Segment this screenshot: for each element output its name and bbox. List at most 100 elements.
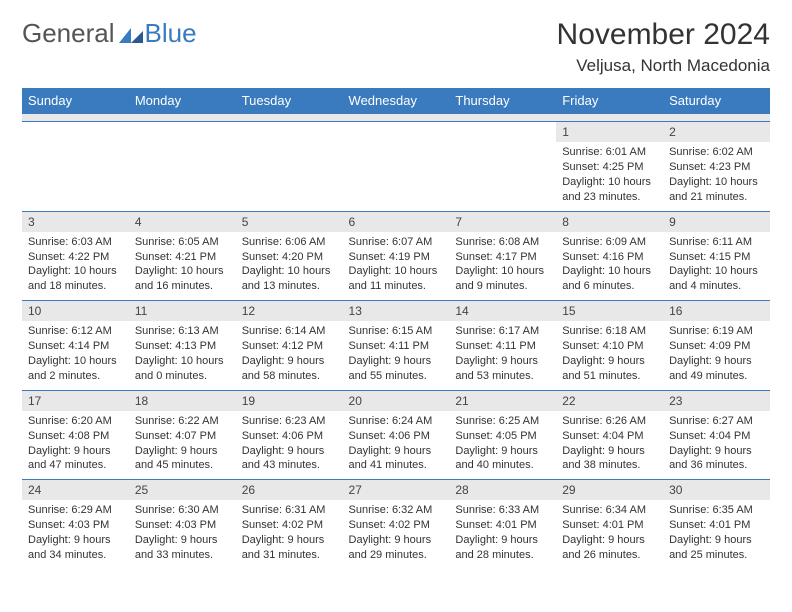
daylight-text: Daylight: 9 hours and 31 minutes. [242, 533, 337, 563]
daylight-text: Daylight: 9 hours and 55 minutes. [349, 354, 444, 384]
day-number: 7 [449, 212, 556, 232]
sunrise-text: Sunrise: 6:22 AM [135, 414, 230, 429]
day-body: Sunrise: 6:05 AMSunset: 4:21 PMDaylight:… [129, 232, 236, 300]
sunset-text: Sunset: 4:05 PM [455, 429, 550, 444]
calendar-cell: 17Sunrise: 6:20 AMSunset: 4:08 PMDayligh… [22, 390, 129, 480]
sunrise-text: Sunrise: 6:05 AM [135, 235, 230, 250]
calendar-cell: 4Sunrise: 6:05 AMSunset: 4:21 PMDaylight… [129, 211, 236, 301]
daylight-text: Daylight: 9 hours and 47 minutes. [28, 444, 123, 474]
sunset-text: Sunset: 4:11 PM [455, 339, 550, 354]
daylight-text: Daylight: 9 hours and 34 minutes. [28, 533, 123, 563]
sunset-text: Sunset: 4:23 PM [669, 160, 764, 175]
sunrise-text: Sunrise: 6:03 AM [28, 235, 123, 250]
sunset-text: Sunset: 4:01 PM [669, 518, 764, 533]
day-body: Sunrise: 6:33 AMSunset: 4:01 PMDaylight:… [449, 500, 556, 568]
sunrise-text: Sunrise: 6:02 AM [669, 145, 764, 160]
day-body: Sunrise: 6:17 AMSunset: 4:11 PMDaylight:… [449, 321, 556, 389]
calendar-cell: 3Sunrise: 6:03 AMSunset: 4:22 PMDaylight… [22, 211, 129, 301]
logo: General Blue [22, 18, 197, 49]
calendar-cell: 21Sunrise: 6:25 AMSunset: 4:05 PMDayligh… [449, 390, 556, 480]
day-body: Sunrise: 6:02 AMSunset: 4:23 PMDaylight:… [663, 142, 770, 210]
calendar-cell: 29Sunrise: 6:34 AMSunset: 4:01 PMDayligh… [556, 480, 663, 569]
sunrise-text: Sunrise: 6:20 AM [28, 414, 123, 429]
day-body: Sunrise: 6:32 AMSunset: 4:02 PMDaylight:… [343, 500, 450, 568]
calendar-cell: .. [22, 122, 129, 212]
day-number: 20 [343, 391, 450, 411]
sunrise-text: Sunrise: 6:01 AM [562, 145, 657, 160]
daylight-text: Daylight: 9 hours and 58 minutes. [242, 354, 337, 384]
sunrise-text: Sunrise: 6:19 AM [669, 324, 764, 339]
calendar-cell: 27Sunrise: 6:32 AMSunset: 4:02 PMDayligh… [343, 480, 450, 569]
daylight-text: Daylight: 9 hours and 28 minutes. [455, 533, 550, 563]
spacer-row [22, 114, 770, 122]
calendar-cell: 23Sunrise: 6:27 AMSunset: 4:04 PMDayligh… [663, 390, 770, 480]
daylight-text: Daylight: 9 hours and 40 minutes. [455, 444, 550, 474]
sunrise-text: Sunrise: 6:29 AM [28, 503, 123, 518]
calendar-cell: 7Sunrise: 6:08 AMSunset: 4:17 PMDaylight… [449, 211, 556, 301]
day-body: Sunrise: 6:06 AMSunset: 4:20 PMDaylight:… [236, 232, 343, 300]
day-header: Sunday [22, 88, 129, 114]
calendar-cell: 25Sunrise: 6:30 AMSunset: 4:03 PMDayligh… [129, 480, 236, 569]
sunset-text: Sunset: 4:04 PM [669, 429, 764, 444]
day-body: Sunrise: 6:19 AMSunset: 4:09 PMDaylight:… [663, 321, 770, 389]
day-header: Tuesday [236, 88, 343, 114]
sunrise-text: Sunrise: 6:14 AM [242, 324, 337, 339]
day-number: 9 [663, 212, 770, 232]
sunrise-text: Sunrise: 6:11 AM [669, 235, 764, 250]
daylight-text: Daylight: 9 hours and 36 minutes. [669, 444, 764, 474]
day-number: 27 [343, 480, 450, 500]
day-header: Thursday [449, 88, 556, 114]
day-body: Sunrise: 6:34 AMSunset: 4:01 PMDaylight:… [556, 500, 663, 568]
day-body: Sunrise: 6:13 AMSunset: 4:13 PMDaylight:… [129, 321, 236, 389]
sunset-text: Sunset: 4:21 PM [135, 250, 230, 265]
day-body: Sunrise: 6:07 AMSunset: 4:19 PMDaylight:… [343, 232, 450, 300]
calendar-cell: 10Sunrise: 6:12 AMSunset: 4:14 PMDayligh… [22, 301, 129, 391]
day-body: Sunrise: 6:23 AMSunset: 4:06 PMDaylight:… [236, 411, 343, 479]
logo-text-general: General [22, 18, 115, 49]
daylight-text: Daylight: 10 hours and 2 minutes. [28, 354, 123, 384]
calendar-cell: 16Sunrise: 6:19 AMSunset: 4:09 PMDayligh… [663, 301, 770, 391]
sunset-text: Sunset: 4:14 PM [28, 339, 123, 354]
sunrise-text: Sunrise: 6:13 AM [135, 324, 230, 339]
day-number: 6 [343, 212, 450, 232]
calendar-cell: 30Sunrise: 6:35 AMSunset: 4:01 PMDayligh… [663, 480, 770, 569]
daylight-text: Daylight: 9 hours and 41 minutes. [349, 444, 444, 474]
daylight-text: Daylight: 10 hours and 18 minutes. [28, 264, 123, 294]
calendar-cell: 22Sunrise: 6:26 AMSunset: 4:04 PMDayligh… [556, 390, 663, 480]
sunset-text: Sunset: 4:10 PM [562, 339, 657, 354]
daylight-text: Daylight: 10 hours and 11 minutes. [349, 264, 444, 294]
sunset-text: Sunset: 4:16 PM [562, 250, 657, 265]
sunrise-text: Sunrise: 6:12 AM [28, 324, 123, 339]
day-number: 5 [236, 212, 343, 232]
daylight-text: Daylight: 9 hours and 38 minutes. [562, 444, 657, 474]
day-header: Saturday [663, 88, 770, 114]
sunrise-text: Sunrise: 6:30 AM [135, 503, 230, 518]
calendar-week-row: 24Sunrise: 6:29 AMSunset: 4:03 PMDayligh… [22, 480, 770, 569]
sunrise-text: Sunrise: 6:26 AM [562, 414, 657, 429]
calendar-head: Sunday Monday Tuesday Wednesday Thursday… [22, 88, 770, 122]
calendar-cell: 5Sunrise: 6:06 AMSunset: 4:20 PMDaylight… [236, 211, 343, 301]
daylight-text: Daylight: 9 hours and 33 minutes. [135, 533, 230, 563]
day-header-row: Sunday Monday Tuesday Wednesday Thursday… [22, 88, 770, 114]
day-number: 14 [449, 301, 556, 321]
day-number: 25 [129, 480, 236, 500]
calendar-cell: 1Sunrise: 6:01 AMSunset: 4:25 PMDaylight… [556, 122, 663, 212]
day-body: Sunrise: 6:30 AMSunset: 4:03 PMDaylight:… [129, 500, 236, 568]
calendar-cell: .. [343, 122, 450, 212]
sunrise-text: Sunrise: 6:34 AM [562, 503, 657, 518]
sunset-text: Sunset: 4:22 PM [28, 250, 123, 265]
calendar-cell: 18Sunrise: 6:22 AMSunset: 4:07 PMDayligh… [129, 390, 236, 480]
day-body: Sunrise: 6:24 AMSunset: 4:06 PMDaylight:… [343, 411, 450, 479]
day-body: Sunrise: 6:12 AMSunset: 4:14 PMDaylight:… [22, 321, 129, 389]
calendar-cell: 9Sunrise: 6:11 AMSunset: 4:15 PMDaylight… [663, 211, 770, 301]
day-header: Friday [556, 88, 663, 114]
daylight-text: Daylight: 9 hours and 29 minutes. [349, 533, 444, 563]
day-number: 18 [129, 391, 236, 411]
day-number: 1 [556, 122, 663, 142]
day-body: Sunrise: 6:03 AMSunset: 4:22 PMDaylight:… [22, 232, 129, 300]
calendar-cell: .. [236, 122, 343, 212]
sunset-text: Sunset: 4:08 PM [28, 429, 123, 444]
day-number: 13 [343, 301, 450, 321]
sunset-text: Sunset: 4:01 PM [562, 518, 657, 533]
calendar-week-row: 10Sunrise: 6:12 AMSunset: 4:14 PMDayligh… [22, 301, 770, 391]
